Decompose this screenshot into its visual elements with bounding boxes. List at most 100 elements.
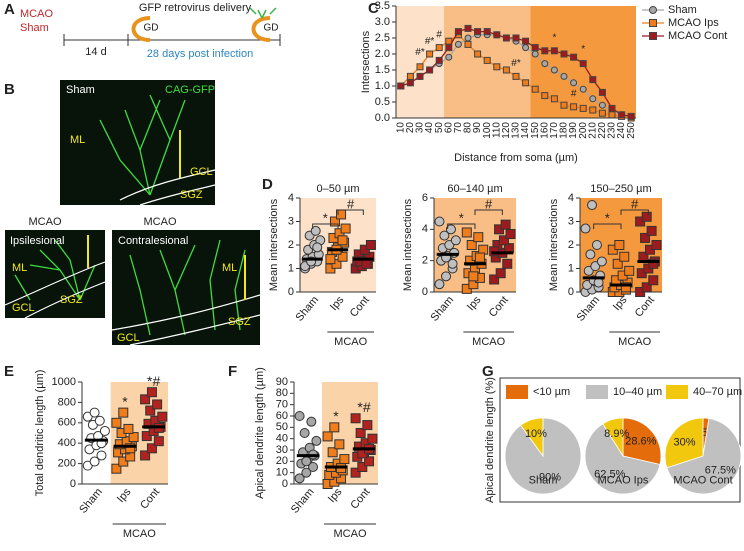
data-point <box>435 56 443 64</box>
data-point <box>618 111 626 119</box>
significance-mark: #* <box>425 36 435 47</box>
layer-label: GCL <box>117 332 140 344</box>
group-label: MCAO <box>20 8 53 20</box>
y-tick-label: 50 <box>276 421 288 433</box>
image-group-label: MCAO <box>144 216 177 228</box>
neuron <box>99 94 186 196</box>
interval-label: 28 days post infection <box>147 48 253 60</box>
data-point <box>608 104 616 112</box>
y-tick-label: 400 <box>58 437 76 449</box>
y-tick-label: 3 <box>568 215 574 227</box>
gyrus-label: GD <box>264 23 279 34</box>
chart-title: 0–50 µm <box>316 183 359 195</box>
gyrus-icon <box>251 16 271 42</box>
legend-label: MCAO Ips <box>668 17 719 29</box>
pie-slice <box>622 417 662 466</box>
data-point <box>550 66 558 74</box>
data-point <box>329 216 340 227</box>
data-point <box>620 282 631 293</box>
data-point <box>464 40 472 48</box>
data-point <box>157 411 168 422</box>
data-point <box>435 44 443 52</box>
y-tick-label: 30 <box>276 444 288 456</box>
data-point <box>498 235 509 246</box>
data-point <box>505 229 516 240</box>
data-point <box>579 85 587 93</box>
data-point <box>464 24 472 32</box>
y-tick-label: 10 <box>276 467 288 479</box>
layer-label: GCL <box>12 302 35 314</box>
x-tick-label: 190 <box>568 122 579 139</box>
y-tick-label: 3.5 <box>375 0 390 12</box>
neuron <box>129 239 246 336</box>
data-point <box>489 274 500 285</box>
micrograph: Sham CAG-GFP ML GCL SGZ <box>60 80 216 206</box>
data-point <box>125 443 136 454</box>
image-group-label: MCAO <box>29 216 62 228</box>
y-tick-label: 0 <box>568 286 574 298</box>
x-tick-label: Sham <box>429 294 457 324</box>
layer-boundary <box>119 169 216 206</box>
data-point <box>474 28 482 36</box>
y-tick-label: 2.5 <box>375 32 390 44</box>
data-point <box>141 431 152 442</box>
y-tick-label: 4 <box>422 223 428 235</box>
y-tick-label: 80 <box>276 387 288 399</box>
pie-name: MCAO Ips <box>598 475 649 487</box>
panel-frame <box>499 377 741 503</box>
significance-mark: # <box>347 196 355 211</box>
y-tick-label: 70 <box>276 399 288 411</box>
panel-letter: C <box>368 0 379 17</box>
data-point <box>641 282 652 293</box>
data-point <box>619 251 630 262</box>
data-point <box>334 439 345 450</box>
data-point <box>152 399 163 410</box>
timeline-label: GFP retrovirus delivery <box>139 2 252 14</box>
data-point <box>531 85 539 93</box>
data-point <box>434 216 445 227</box>
data-point <box>474 252 485 263</box>
data-point <box>502 258 513 269</box>
y-axis-label: Mean intersections <box>268 198 280 291</box>
data-point <box>531 50 539 58</box>
data-point <box>99 425 110 436</box>
y-axis-label: Mean intersections <box>548 198 560 291</box>
panel-letter: B <box>4 81 15 98</box>
data-point <box>483 28 491 36</box>
data-point <box>406 79 414 87</box>
x-tick-label: Sham <box>77 486 105 516</box>
data-point <box>593 277 604 288</box>
x-axis-label: Distance from soma (µm) <box>454 152 578 164</box>
x-tick-label: 180 <box>559 122 570 139</box>
y-tick-label: 0 <box>288 286 294 298</box>
x-tick-label: 160 <box>539 122 550 139</box>
layer-label: GCL <box>190 166 213 178</box>
data-point <box>640 232 651 243</box>
y-tick-label: 0 <box>282 478 288 490</box>
data-point <box>445 44 453 52</box>
data-point <box>140 394 151 405</box>
group-label: MCAO <box>618 336 651 348</box>
slice-label: 67.5% <box>705 465 736 477</box>
y-tick-label: 2.0 <box>375 48 390 60</box>
y-axis-label: Apical dendrite length (%) <box>484 377 496 503</box>
significance-mark: * <box>122 393 128 409</box>
data-point <box>111 463 122 474</box>
data-point <box>450 235 461 246</box>
y-tick-label: 2 <box>422 255 428 267</box>
data-point <box>441 271 452 282</box>
pie-name: Sham <box>529 475 558 487</box>
y-tick-label: 1.0 <box>375 80 390 92</box>
data-point <box>339 454 350 465</box>
data-point <box>426 50 434 58</box>
data-point <box>474 50 482 58</box>
x-tick-label: 40 <box>424 122 435 134</box>
y-tick-label: 60 <box>276 410 288 422</box>
group-label: MCAO <box>334 336 367 348</box>
data-point <box>461 227 472 238</box>
group-label: MCAO <box>123 528 156 540</box>
data-point <box>531 44 539 52</box>
x-tick-label: Ips <box>465 294 484 313</box>
y-tick-label: 2 <box>568 239 574 251</box>
data-point <box>301 456 312 467</box>
